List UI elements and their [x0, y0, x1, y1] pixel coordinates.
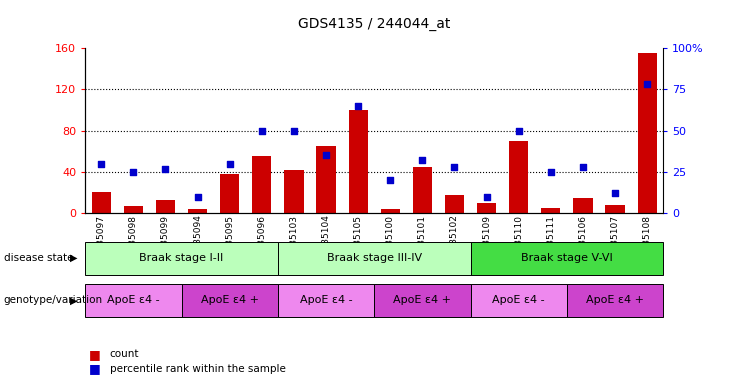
Text: count: count [110, 349, 139, 359]
Point [96, 161, 107, 167]
Text: GDS4135 / 244044_at: GDS4135 / 244044_at [298, 17, 451, 31]
Point [127, 169, 139, 175]
Bar [252, 156, 271, 213]
Text: ▶: ▶ [70, 253, 78, 263]
Point [224, 161, 236, 167]
Text: ApoE ε4 -: ApoE ε4 - [299, 295, 353, 306]
Bar [445, 195, 464, 213]
Text: ApoE ε4 +: ApoE ε4 + [586, 295, 644, 306]
Bar [188, 209, 207, 213]
Bar [541, 208, 560, 213]
Point [577, 164, 589, 170]
Bar [316, 146, 336, 213]
Bar [156, 200, 175, 213]
Point [609, 190, 621, 196]
Point [385, 177, 396, 183]
Text: ■: ■ [89, 362, 101, 375]
Text: disease state: disease state [4, 253, 73, 263]
Bar [574, 198, 593, 213]
Text: percentile rank within the sample: percentile rank within the sample [110, 364, 285, 374]
Bar [381, 209, 400, 213]
Text: Braak stage III-IV: Braak stage III-IV [327, 253, 422, 263]
Text: ■: ■ [89, 348, 101, 361]
Point [288, 127, 300, 134]
Point [545, 169, 556, 175]
Point [352, 103, 364, 109]
Bar [605, 205, 625, 213]
Point [192, 194, 204, 200]
Bar [477, 203, 496, 213]
Point [513, 127, 525, 134]
Bar [124, 206, 143, 213]
Text: ApoE ε4 +: ApoE ε4 + [201, 295, 259, 306]
Bar [637, 53, 657, 213]
Bar [413, 167, 432, 213]
Text: ApoE ε4 +: ApoE ε4 + [393, 295, 451, 306]
Text: Braak stage I-II: Braak stage I-II [139, 253, 224, 263]
Text: genotype/variation: genotype/variation [4, 295, 103, 306]
Point [416, 157, 428, 163]
Point [320, 152, 332, 159]
Point [481, 194, 493, 200]
Text: ApoE ε4 -: ApoE ε4 - [492, 295, 545, 306]
Bar [220, 174, 239, 213]
Point [159, 166, 171, 172]
Bar [92, 192, 111, 213]
Bar [348, 110, 368, 213]
Text: ApoE ε4 -: ApoE ε4 - [107, 295, 160, 306]
Text: ▶: ▶ [70, 295, 78, 306]
Text: Braak stage V-VI: Braak stage V-VI [521, 253, 613, 263]
Bar [509, 141, 528, 213]
Bar [285, 170, 304, 213]
Point [448, 164, 460, 170]
Point [641, 81, 653, 88]
Point [256, 127, 268, 134]
